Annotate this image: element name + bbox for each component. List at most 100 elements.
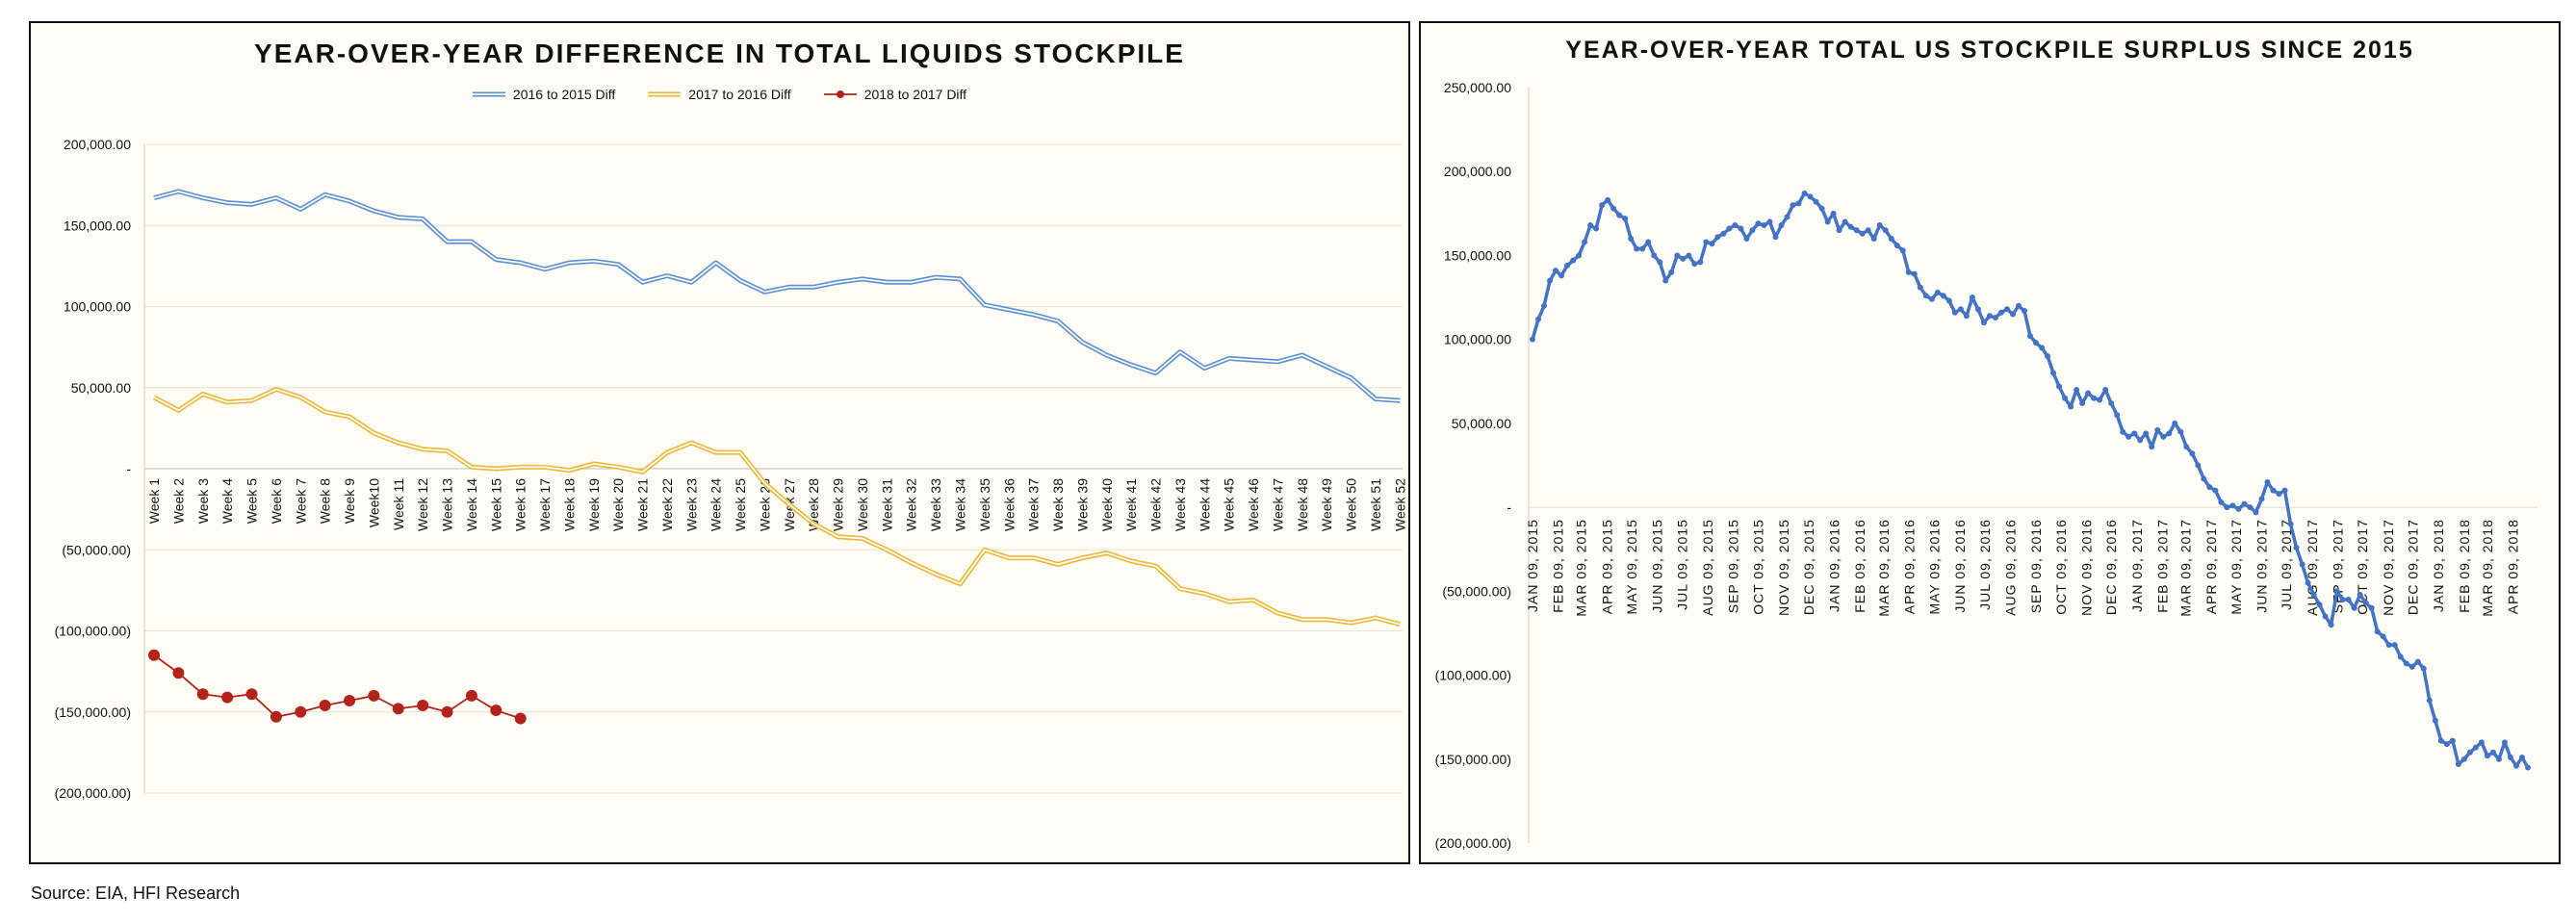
series-line-inner bbox=[153, 190, 1401, 402]
x-tick-label: Week 9 bbox=[342, 478, 357, 524]
x-tick-label: Week 22 bbox=[659, 478, 675, 531]
data-point bbox=[1917, 284, 1923, 291]
x-tick-label: Week 11 bbox=[391, 478, 406, 530]
data-point bbox=[465, 689, 477, 702]
legend-swatch-2017 bbox=[648, 91, 682, 97]
data-point bbox=[2177, 428, 2184, 435]
data-point bbox=[2333, 588, 2340, 595]
x-tick-label: JUN 09, 2016 bbox=[1952, 519, 1968, 613]
x-tick-label: Week 20 bbox=[610, 478, 626, 531]
data-point bbox=[2391, 642, 2398, 649]
data-point bbox=[1888, 236, 1894, 242]
data-point bbox=[1622, 216, 1629, 222]
data-point bbox=[2403, 660, 2409, 667]
data-point bbox=[2195, 462, 2202, 469]
data-point bbox=[2045, 353, 2051, 360]
data-point bbox=[1882, 227, 1889, 234]
data-point bbox=[1587, 222, 1594, 229]
data-point bbox=[2125, 433, 2132, 440]
data-point bbox=[1893, 242, 1900, 248]
data-point bbox=[2437, 737, 2444, 744]
data-point bbox=[1905, 269, 1912, 275]
data-point bbox=[1691, 261, 1698, 268]
data-point bbox=[1842, 218, 1848, 225]
data-point bbox=[2305, 579, 2311, 586]
x-tick-label: MAY 09, 2017 bbox=[2228, 519, 2244, 614]
data-point bbox=[2015, 302, 2022, 309]
x-tick-label: Week 3 bbox=[195, 478, 211, 524]
x-tick-label: Week 46 bbox=[1246, 478, 1261, 531]
data-point bbox=[2218, 499, 2225, 505]
data-point bbox=[1922, 293, 1929, 299]
x-tick-label: APR 09, 2015 bbox=[1599, 519, 1614, 614]
data-point bbox=[2385, 642, 2392, 649]
x-tick-label: FEB 09, 2018 bbox=[2457, 519, 2472, 613]
x-tick-label: JUN 09, 2017 bbox=[2254, 519, 2269, 613]
x-tick-label: Week 50 bbox=[1344, 478, 1359, 531]
y-tick-label: (150,000.00) bbox=[55, 704, 131, 720]
data-point bbox=[1818, 205, 1825, 212]
data-point bbox=[1674, 252, 1681, 259]
data-point bbox=[2339, 597, 2346, 603]
data-point bbox=[1558, 272, 1565, 279]
data-point bbox=[1599, 202, 1606, 209]
data-point bbox=[1813, 198, 1819, 205]
data-point bbox=[2466, 749, 2473, 756]
data-point bbox=[2212, 487, 2219, 494]
x-tick-label: MAR 09, 2017 bbox=[2177, 519, 2193, 617]
x-tick-label: Week 13 bbox=[440, 478, 455, 531]
data-point bbox=[2108, 399, 2115, 406]
source-note: Source: EIA, HFI Research bbox=[31, 884, 241, 903]
us-surplus-chart-panel: YEAR-OVER-YEAR TOTAL US STOCKPILE SURPLU… bbox=[1419, 21, 2561, 864]
legend-item-2016: 2016 to 2015 Diff bbox=[472, 87, 615, 102]
data-point bbox=[1847, 223, 1854, 230]
x-tick-label: AUG 09, 2015 bbox=[1700, 519, 1715, 616]
data-point bbox=[1732, 222, 1739, 229]
x-tick-label: Week 41 bbox=[1123, 478, 1139, 531]
data-point bbox=[1859, 230, 1866, 237]
y-tick-label: 250,000.00 bbox=[1444, 80, 1511, 95]
data-point bbox=[2258, 496, 2265, 502]
data-point bbox=[2316, 602, 2323, 608]
data-point bbox=[1610, 205, 1617, 212]
data-point bbox=[2310, 591, 2317, 598]
y-tick-label: 150,000.00 bbox=[64, 218, 131, 233]
data-point bbox=[245, 688, 258, 701]
x-tick-label: DEC 09, 2015 bbox=[1801, 519, 1816, 615]
data-point bbox=[2160, 433, 2167, 440]
y-tick-label: - bbox=[126, 461, 131, 476]
y-tick-label: 150,000.00 bbox=[1444, 247, 1511, 263]
data-point bbox=[2021, 308, 2027, 315]
x-tick-label: Week 23 bbox=[683, 478, 699, 531]
chart-title: YEAR-OVER-YEAR TOTAL US STOCKPILE SURPLU… bbox=[1565, 37, 2414, 64]
data-point bbox=[1645, 239, 1652, 245]
x-tick-label: NOV 09, 2015 bbox=[1776, 519, 1791, 616]
x-tick-label: OCT 09, 2017 bbox=[2355, 519, 2370, 615]
data-point bbox=[2183, 444, 2190, 450]
data-point bbox=[2472, 744, 2479, 751]
data-point bbox=[1836, 227, 1842, 234]
y-tick-label: 50,000.00 bbox=[1452, 416, 1511, 431]
data-point bbox=[1743, 236, 1750, 242]
y-tick-label: (100,000.00) bbox=[1435, 668, 1511, 683]
x-tick-label: Week 30 bbox=[855, 478, 870, 531]
series-us-surplus bbox=[1530, 190, 2531, 771]
y-tick-label: (50,000.00) bbox=[62, 542, 131, 557]
data-point bbox=[2420, 665, 2427, 672]
data-point bbox=[1986, 313, 1993, 320]
data-point bbox=[344, 694, 356, 706]
legend-swatch-2016 bbox=[472, 91, 505, 97]
data-point bbox=[2149, 444, 2155, 450]
data-point bbox=[1720, 230, 1727, 237]
data-point bbox=[2449, 737, 2456, 744]
data-point bbox=[2489, 749, 2496, 756]
x-tick-label: NOV 09, 2017 bbox=[2381, 519, 2396, 616]
data-point bbox=[1969, 295, 1975, 301]
data-point bbox=[2512, 762, 2519, 769]
x-tick-label: Week 47 bbox=[1270, 478, 1285, 531]
data-point bbox=[1639, 245, 1646, 252]
data-point bbox=[2172, 420, 2178, 426]
data-point bbox=[1616, 212, 1623, 218]
series-line-inner bbox=[153, 388, 1401, 626]
data-point bbox=[148, 649, 160, 661]
